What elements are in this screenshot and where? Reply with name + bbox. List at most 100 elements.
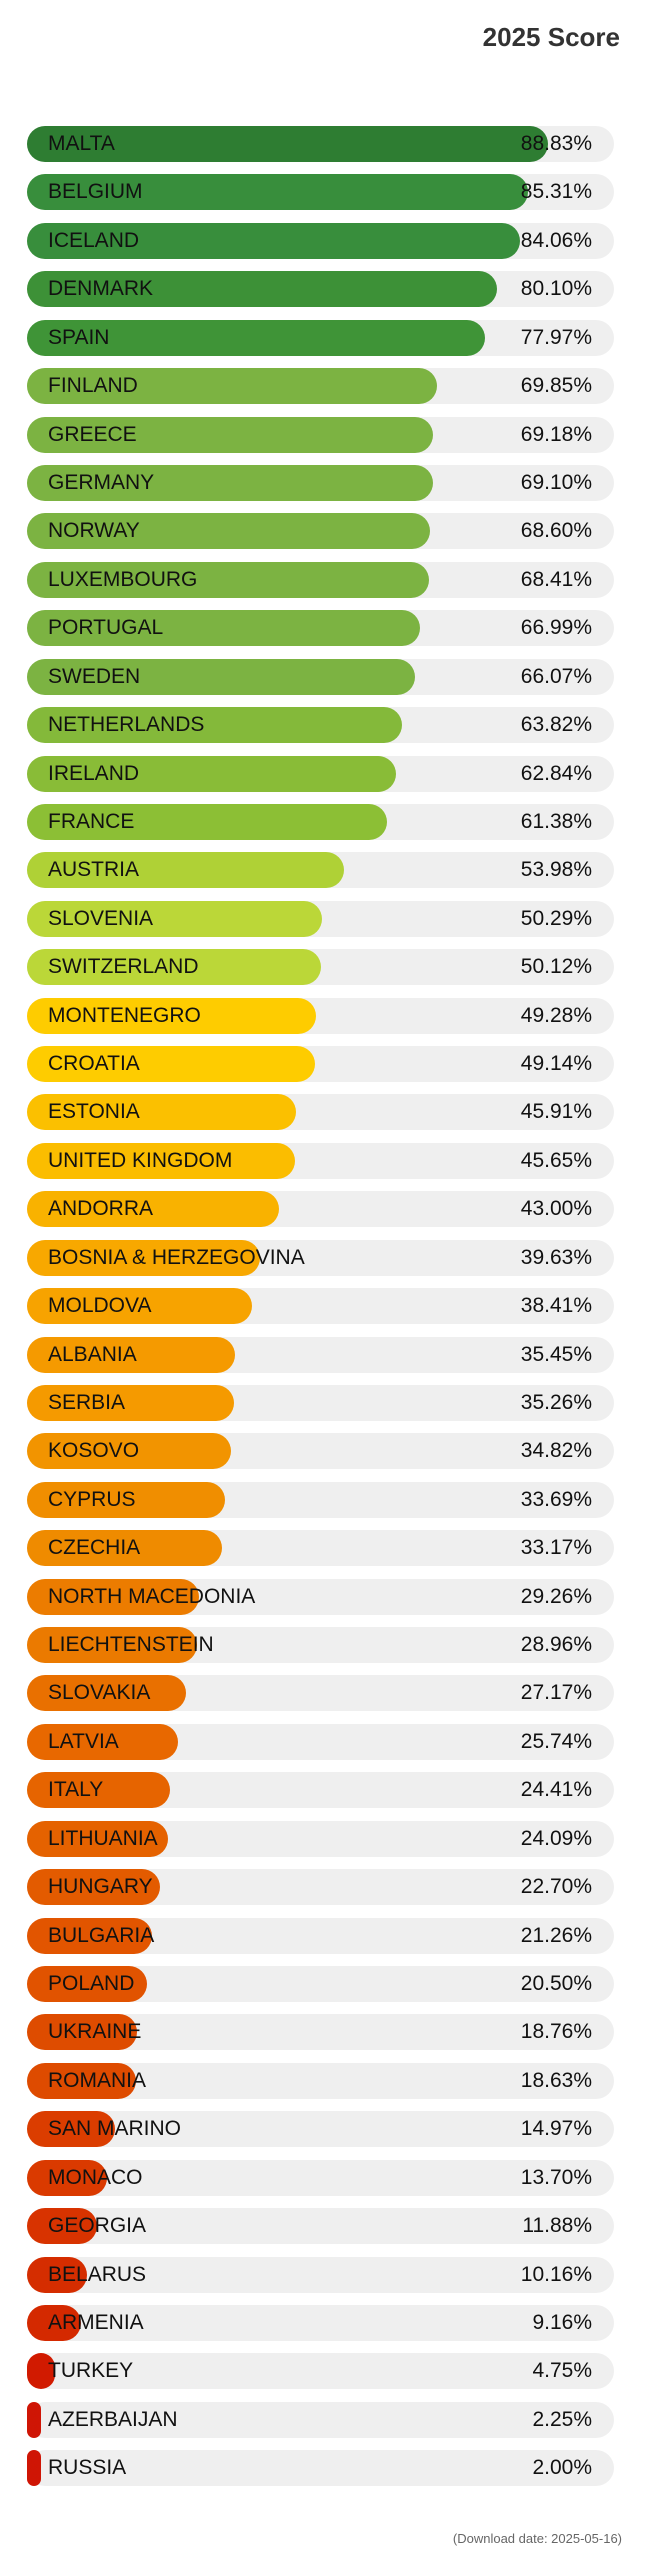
bar-row: AUSTRIA 53.98% [27, 852, 614, 889]
bar-value-label: 22.70% [520, 1875, 592, 1899]
bar-row: HUNGARY 22.70% [27, 1869, 614, 1906]
bar-track [27, 2450, 614, 2487]
bar-fill [27, 1481, 225, 1518]
bar-row: FRANCE 61.38% [27, 803, 614, 840]
bar-fill [27, 707, 402, 743]
bar-row: FINLAND 69.85% [27, 368, 614, 405]
bar-label: ARMENIA [48, 2310, 144, 2334]
bar-row: LATVIA 25.74% [27, 1723, 614, 1760]
bar-fill [27, 1142, 295, 1179]
bar-row: TURKEY 4.75% [27, 2353, 614, 2390]
bar-track [27, 2111, 614, 2148]
bar-value-label: 9.16% [532, 2310, 592, 2334]
bar-fill [27, 949, 322, 986]
bar-value-label: 25.74% [520, 1729, 592, 1753]
bar-label: PORTUGAL [48, 616, 164, 640]
bar-fill [27, 755, 396, 792]
bar-value-label: 38.41% [520, 1294, 592, 1318]
bar-label: MALTA [48, 132, 115, 155]
bar-row: NETHERLANDS 63.82% [27, 707, 614, 743]
bar-value-label: 50.12% [520, 955, 592, 979]
bar-fill [27, 2450, 41, 2487]
bar-row: MOLDOVA 38.41% [27, 1288, 614, 1325]
bar-value-label: 61.38% [520, 809, 592, 833]
bar-fill [27, 2062, 137, 2099]
bar-value-label: 24.41% [520, 1778, 592, 1802]
bar-label: ALBANIA [48, 1342, 137, 1366]
bar-row: CYPRUS 33.69% [27, 1481, 614, 1518]
bar-row: KOSOVO 34.82% [27, 1433, 614, 1470]
bar-fill [27, 1723, 179, 1760]
bar-row: ICELAND 84.06% [27, 222, 614, 259]
bar-row: MONTENEGRO 49.28% [27, 997, 614, 1034]
chart-title: 2025 Score [482, 22, 620, 52]
bar-row: SPAIN 77.97% [27, 319, 614, 356]
bar-fill [27, 2208, 97, 2245]
bar-value-label: 66.07% [520, 664, 592, 688]
bar-fill [27, 610, 421, 647]
bar-label: UKRAINE [48, 2020, 142, 2044]
bar-value-label: 10.16% [520, 2262, 592, 2286]
bar-value-label: 68.60% [520, 519, 592, 543]
bar-fill [27, 2401, 41, 2438]
bar-row: BELARUS 10.16% [27, 2256, 614, 2293]
bar-label: RUSSIA [48, 2456, 127, 2480]
bar-label: LUXEMBOURG [48, 567, 198, 591]
bar-fill [27, 416, 434, 453]
bar-fill [27, 2014, 138, 2051]
bar-row: SLOVENIA 50.29% [27, 900, 614, 937]
bar-label: MONACO [48, 2165, 143, 2189]
bar-label: GERMANY [48, 470, 155, 494]
bar-track [27, 2304, 614, 2341]
bar-label: AUSTRIA [48, 858, 140, 882]
bar-row: MALTA 88.83% [27, 126, 614, 162]
bar-label: CROATIA [48, 1052, 140, 1075]
bar-label: NORTH MACEDONIA [48, 1584, 256, 1608]
bar-label: ITALY [48, 1778, 104, 1802]
bar-row: UKRAINE 18.76% [27, 2014, 614, 2051]
bar-fill [27, 174, 528, 211]
bar-fill [27, 2111, 115, 2148]
bar-fill [27, 852, 344, 889]
bar-label: FRANCE [48, 809, 135, 833]
bar-row: DENMARK 80.10% [27, 271, 614, 308]
bar-row: CROATIA 49.14% [27, 1046, 614, 1082]
bar-fill [27, 561, 429, 598]
bar-row: BELGIUM 85.31% [27, 174, 614, 211]
bar-label: ESTONIA [48, 1100, 140, 1124]
bar-value-label: 69.85% [520, 374, 592, 398]
bar-value-label: 4.75% [532, 2359, 592, 2383]
bar-fill [27, 126, 549, 162]
bar-value-label: 33.17% [520, 1536, 592, 1560]
bar-value-label: 35.26% [520, 1390, 592, 1414]
bar-fill [27, 1820, 169, 1857]
bar-row: POLAND 20.50% [27, 1966, 614, 2002]
bar-row: ALBANIA 35.45% [27, 1336, 614, 1373]
bar-value-label: 11.88% [522, 2214, 592, 2238]
bar-row: ANDORRA 43.00% [27, 1191, 614, 1228]
bar-label: BULGARIA [48, 1923, 155, 1947]
bar-label: ROMANIA [48, 2068, 147, 2092]
bar-label: DENMARK [48, 277, 154, 301]
bar-value-label: 14.97% [520, 2117, 592, 2141]
bar-label: UNITED KINGDOM [48, 1148, 233, 1172]
bar-row: BOSNIA & HERZEGOVINA 39.63% [27, 1239, 614, 1276]
bar-fill [27, 1191, 280, 1228]
bar-row: SWEDEN 66.07% [27, 658, 614, 695]
bar-fill [27, 2353, 55, 2390]
bar-value-label: 62.84% [520, 761, 592, 785]
bar-fill [27, 900, 323, 937]
bar-track [27, 2353, 614, 2390]
bar-fill [27, 319, 485, 356]
bar-row: SLOVAKIA 27.17% [27, 1675, 614, 1712]
bar-fill [27, 1384, 234, 1421]
bar-fill [27, 1336, 236, 1373]
bar-value-label: 45.65% [520, 1148, 592, 1172]
bar-fill [27, 222, 521, 259]
bar-value-label: 2.25% [532, 2407, 592, 2431]
bar-track [27, 2401, 614, 2438]
bar-label: HUNGARY [48, 1875, 153, 1899]
bar-row: ITALY 24.41% [27, 1772, 614, 1809]
bar-fill [27, 1675, 187, 1712]
